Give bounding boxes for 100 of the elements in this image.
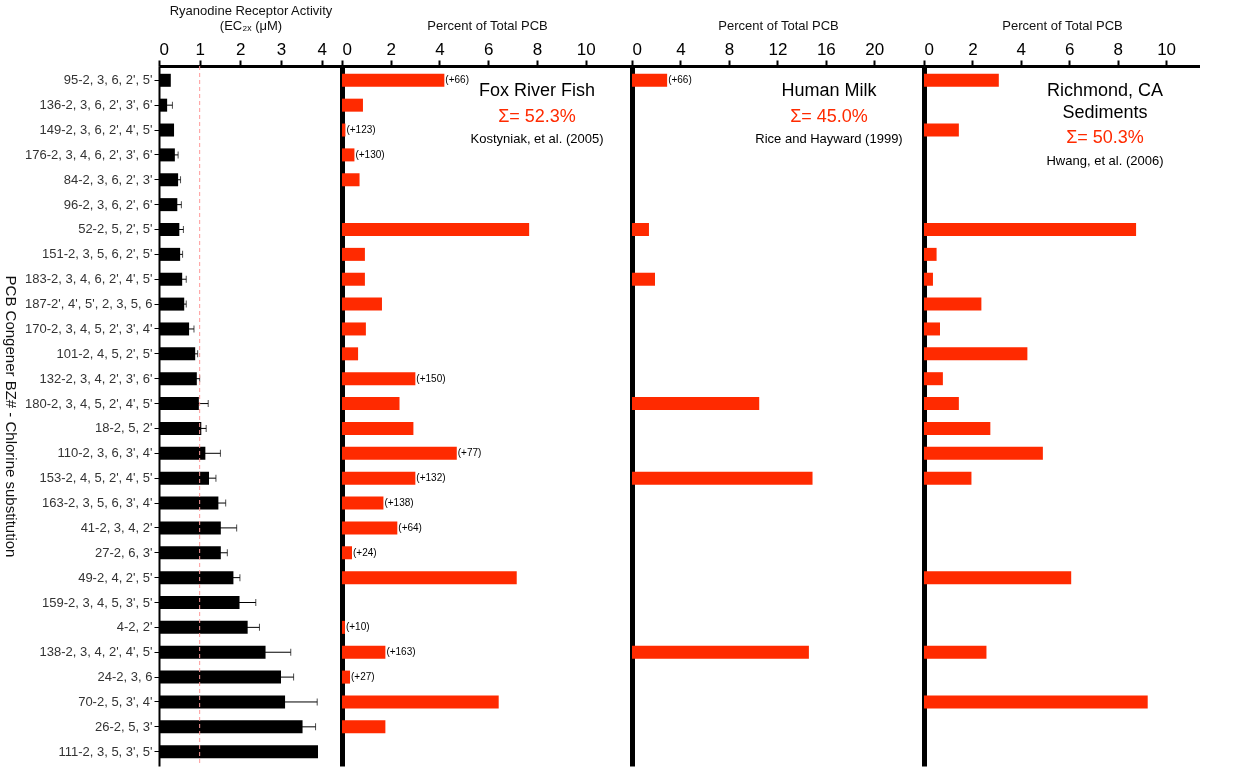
bar: [924, 297, 982, 311]
y-tick-label: 41-2, 3, 4, 2': [80, 519, 153, 535]
y-tick-label: 111-2, 3, 5, 3', 5': [58, 743, 153, 759]
y-tick-label: 52-2, 5, 2', 5': [78, 221, 153, 237]
x-tick-label: 4: [1016, 39, 1027, 59]
y-tick-label: 170-2, 3, 4, 5, 2', 3', 4': [25, 320, 153, 336]
y-tick-label: 149-2, 3, 6, 2', 4', 5': [39, 122, 153, 138]
x-tick-label: 0: [632, 39, 642, 59]
bar: [924, 372, 943, 386]
y-tick-label: 151-2, 3, 5, 6, 2', 5': [42, 246, 153, 262]
x-axis-title: Percent of Total PCB: [427, 17, 548, 33]
bar: [342, 471, 416, 485]
y-tick-label: 84-2, 3, 6, 2', 3': [63, 171, 153, 187]
annotation: Human Milk: [781, 80, 878, 100]
annotation: (+132): [416, 472, 446, 484]
annotation: Richmond, CA Sediments: [1046, 80, 1164, 122]
bar: [632, 397, 760, 411]
bar: [342, 720, 386, 734]
bar: [342, 521, 398, 535]
bar: [342, 173, 360, 187]
x-tick-label: 2: [968, 39, 978, 59]
bar: [342, 272, 365, 286]
annotation: Σ= 52.3%: [498, 105, 576, 126]
x-axis-title: Percent of Total PCB: [718, 17, 839, 33]
x-tick-label: 10: [576, 39, 596, 59]
bar: [342, 397, 400, 411]
y-tick-label: 18-2, 5, 2': [95, 420, 153, 436]
annotation: (+64): [398, 521, 422, 533]
bar: [342, 546, 352, 560]
annotation: (+66): [445, 74, 469, 86]
bar: [924, 322, 940, 336]
bar: [924, 421, 991, 435]
annotation: Kostyniak, et al. (2005): [470, 131, 604, 147]
y-tick-label: 96-2, 3, 6, 2', 6': [63, 196, 153, 212]
y-tick-label: 183-2, 3, 4, 6, 2', 4', 5': [25, 271, 153, 287]
bar: [342, 322, 366, 336]
bar: [924, 347, 1028, 361]
x-tick-label: 2: [386, 39, 396, 59]
x-tick-label: 4: [435, 39, 445, 59]
x-tick-label: 0: [924, 39, 934, 59]
bar: [924, 571, 1072, 585]
bar: [342, 372, 416, 386]
annotation: Rice and Hayward (1999): [755, 131, 903, 147]
x-tick-label: 3: [276, 39, 287, 59]
x-tick-label: 0: [159, 39, 169, 59]
y-tick-label: 153-2, 4, 5, 2', 4', 5': [39, 470, 153, 486]
annotation: (+77): [457, 447, 482, 459]
y-tick-label: 4-2, 2': [116, 619, 153, 635]
y-tick-label: 110-2, 3, 6, 3', 4': [57, 445, 153, 461]
annotation: Hwang, et al. (2006): [1046, 152, 1164, 168]
y-tick-label: 95-2, 3, 6, 2', 5': [63, 72, 153, 88]
bar: [924, 123, 959, 137]
bar: [342, 695, 499, 709]
annotation: Σ= 50.3%: [1066, 127, 1144, 148]
y-tick-label: 27-2, 6, 3': [95, 544, 153, 560]
annotation: (+163): [386, 646, 416, 658]
x-tick-label: 2: [236, 39, 246, 59]
annotation: (+150): [416, 372, 446, 384]
annotation: (+27): [351, 671, 375, 683]
annotation: (+138): [384, 497, 414, 509]
y-tick-label: 159-2, 3, 4, 5, 3', 5': [42, 594, 153, 610]
annotation: (+130): [355, 148, 385, 160]
annotation: (+24): [352, 546, 377, 558]
bar: [342, 645, 386, 659]
annotation: Σ= 45.0%: [790, 105, 868, 126]
annotation: Fox River Fish: [478, 80, 596, 100]
bar: [342, 98, 363, 112]
bar: [924, 73, 999, 87]
x-tick-label: 4: [676, 39, 686, 59]
annotation: (+10): [345, 621, 370, 633]
bar: [342, 247, 365, 261]
x-tick-label: 16: [816, 39, 836, 59]
x-tick-label: 8: [532, 39, 543, 59]
bar: [342, 446, 457, 460]
bar: [632, 645, 809, 659]
x-tick-label: 12: [768, 39, 788, 59]
y-tick-label: 176-2, 3, 4, 6, 2', 3', 6': [25, 146, 153, 162]
bar: [342, 620, 345, 634]
x-tick-label: 1: [195, 39, 205, 59]
bar: [924, 272, 933, 286]
bar: [632, 73, 668, 87]
bar: [924, 695, 1148, 709]
bar: [342, 571, 517, 585]
bar: [924, 645, 987, 659]
annotation: (+66): [668, 74, 692, 86]
bar: [632, 223, 649, 236]
x-tick-label: 4: [317, 39, 327, 59]
x-axis-title: Percent of Total PCB: [1002, 17, 1123, 33]
bar: [924, 223, 1137, 236]
bar: [342, 297, 382, 311]
x-tick-label: 10: [1157, 39, 1177, 59]
y-tick-label: 163-2, 3, 5, 6, 3', 4': [42, 495, 153, 511]
y-tick-label: 132-2, 3, 4, 2', 3', 6': [39, 370, 153, 386]
y-tick-label: 136-2, 3, 6, 2', 3', 6': [39, 97, 153, 113]
x-tick-label: 20: [865, 39, 885, 59]
bar: [924, 247, 937, 261]
y-tick-label: 26-2, 5, 3': [95, 718, 153, 734]
bar: [342, 148, 355, 162]
x-tick-label: 8: [724, 39, 735, 59]
bar: [342, 73, 445, 87]
